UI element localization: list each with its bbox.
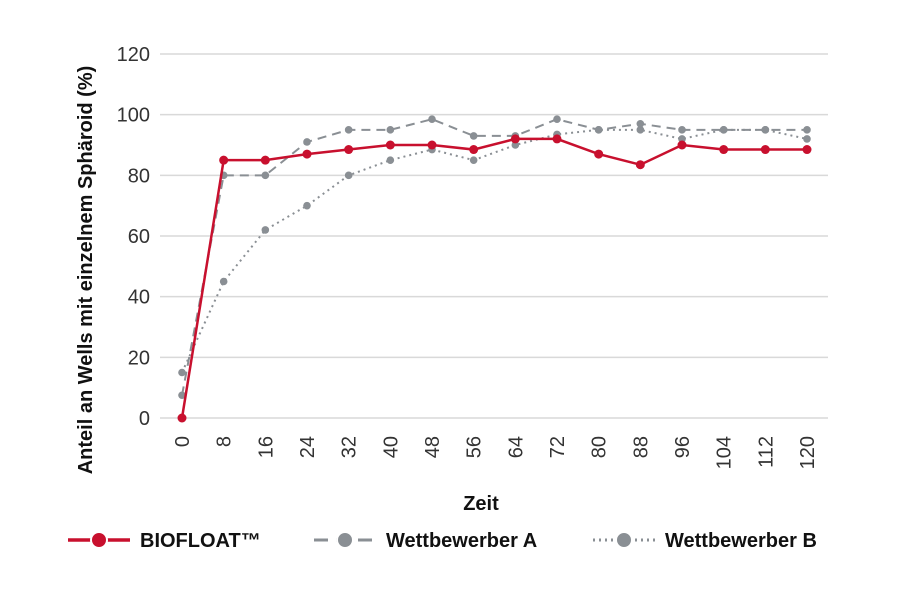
data-point [677, 140, 687, 150]
data-point [261, 226, 270, 234]
data-point [427, 140, 437, 150]
x-tick-label: 88 [630, 436, 652, 458]
x-tick-label: 64 [505, 436, 527, 458]
x-axis-ticks: 0 8 16 24 32 40 48 56 64 72 80 88 96 104 112 120 [172, 436, 819, 469]
x-tick-label: 32 [339, 436, 361, 458]
y-tick-label: 20 [128, 347, 150, 369]
data-point [761, 126, 770, 134]
data-point [386, 126, 395, 134]
x-axis-label: Zeit [463, 493, 499, 515]
data-point [636, 126, 645, 134]
series-group [177, 115, 812, 423]
legend-marker [336, 531, 354, 549]
x-tick-label: 56 [464, 436, 486, 458]
x-tick-label: 96 [672, 436, 694, 458]
legend: BIOFLOAT™ Wettbewerber A Wettbewerber B [68, 530, 817, 552]
data-point [803, 126, 811, 134]
data-point [511, 141, 520, 149]
data-point [260, 155, 270, 165]
data-point [344, 126, 353, 134]
x-tick-label: 48 [422, 436, 444, 458]
x-tick-label: 0 [172, 436, 194, 447]
data-point [178, 391, 186, 400]
x-tick-label: 80 [589, 436, 611, 458]
data-point [719, 145, 729, 155]
data-point [469, 145, 479, 155]
data-point [803, 135, 811, 143]
legend-marker [615, 531, 633, 549]
data-point [802, 145, 812, 155]
data-point [178, 368, 186, 377]
y-tick-label: 120 [117, 44, 150, 66]
series-line [180, 137, 807, 419]
legend-label: Wettbewerber B [665, 530, 817, 552]
data-point [553, 115, 561, 124]
data-point [760, 145, 770, 155]
data-point [177, 413, 187, 423]
legend-label: BIOFLOAT™ [140, 530, 261, 552]
data-point [635, 160, 645, 170]
data-point [344, 171, 353, 180]
gridlines [160, 53, 828, 419]
data-point [344, 145, 354, 155]
data-point [469, 132, 478, 140]
y-axis-label: Anteil an Wells mit einzelnem Sphäroid (… [75, 66, 97, 475]
legend-entry: Wettbewerber B [593, 530, 817, 552]
x-tick-label: 112 [755, 436, 777, 468]
data-point [219, 277, 228, 286]
data-point [594, 126, 603, 134]
x-tick-label: 24 [297, 436, 319, 458]
data-point [678, 135, 686, 143]
legend-entry: BIOFLOAT™ [68, 530, 261, 552]
x-tick-label: 8 [214, 436, 236, 447]
data-point [385, 140, 395, 150]
series-2 [178, 115, 811, 400]
data-point [678, 126, 686, 134]
data-point [469, 156, 478, 164]
series-3 [178, 126, 811, 377]
data-point [386, 156, 395, 164]
series-line [181, 118, 807, 396]
x-tick-label: 120 [797, 436, 819, 469]
data-point [719, 126, 728, 134]
y-tick-label: 100 [117, 105, 150, 127]
legend-entry: Wettbewerber A [314, 530, 537, 552]
data-point [303, 201, 311, 210]
legend-marker [90, 531, 108, 549]
series-1 [177, 134, 812, 423]
data-point [302, 149, 312, 159]
x-tick-label: 40 [380, 436, 402, 458]
legend-label: Wettbewerber A [386, 530, 537, 552]
x-tick-label: 72 [547, 436, 569, 458]
y-tick-label: 40 [128, 287, 150, 309]
data-point [219, 155, 229, 165]
data-point [552, 134, 562, 144]
y-axis-ticks: 0 20 40 60 80 100 120 [117, 44, 150, 430]
y-tick-label: 80 [128, 165, 150, 187]
data-point [428, 115, 436, 124]
x-tick-label: 104 [714, 436, 736, 469]
y-tick-label: 0 [139, 408, 150, 430]
x-tick-label: 16 [255, 436, 277, 458]
series-line [181, 128, 808, 373]
data-point [261, 171, 270, 180]
data-point [303, 138, 311, 146]
data-point [510, 134, 520, 144]
y-tick-label: 60 [128, 226, 150, 248]
data-point [594, 149, 604, 159]
data-point [636, 119, 645, 128]
